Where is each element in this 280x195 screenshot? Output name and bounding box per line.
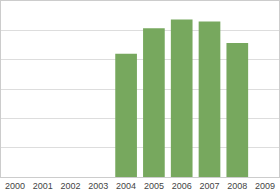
svg-text:2005: 2005 <box>144 181 164 191</box>
svg-text:2008: 2008 <box>227 181 247 191</box>
svg-text:2002: 2002 <box>60 181 80 191</box>
svg-text:2009: 2009 <box>255 181 275 191</box>
svg-text:2004: 2004 <box>116 181 136 191</box>
svg-text:2003: 2003 <box>88 181 108 191</box>
svg-text:2007: 2007 <box>199 181 219 191</box>
svg-text:2006: 2006 <box>172 181 192 191</box>
svg-text:2000: 2000 <box>5 181 25 191</box>
svg-text:2001: 2001 <box>33 181 53 191</box>
